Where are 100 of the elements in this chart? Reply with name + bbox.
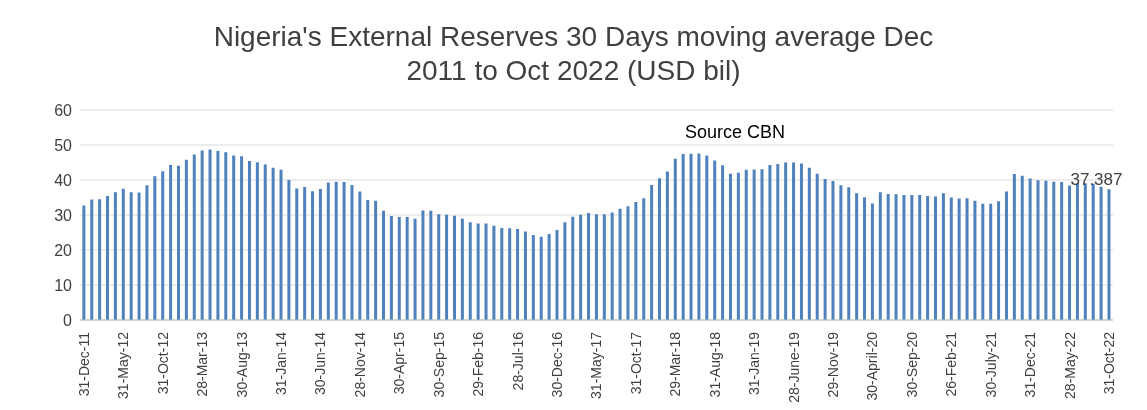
bar [232, 155, 236, 320]
y-tick-label: 40 [54, 171, 73, 189]
bar [602, 214, 606, 320]
y-tick-label: 0 [63, 311, 73, 329]
annotation: Source CBN [685, 122, 786, 143]
bar [429, 210, 433, 320]
bar [82, 205, 86, 320]
bar [176, 165, 180, 320]
bar [113, 192, 117, 320]
bar [192, 154, 196, 320]
bar [263, 164, 267, 320]
bar [855, 193, 859, 320]
bar [594, 214, 598, 320]
bar [437, 214, 441, 320]
bar [902, 195, 906, 320]
y-tick-label: 50 [54, 136, 73, 154]
bar [799, 163, 803, 320]
bar [618, 208, 622, 320]
bar [760, 169, 764, 320]
bar [665, 171, 669, 320]
bar [736, 172, 740, 320]
bar [208, 149, 212, 320]
bar [413, 218, 417, 320]
x-tick-label: 30-Jun-14 [312, 331, 329, 396]
bar [318, 189, 322, 320]
bar [815, 173, 819, 320]
bar [279, 169, 283, 320]
bar [1060, 182, 1064, 320]
bar [807, 167, 811, 320]
y-tick-label: 30 [54, 206, 73, 224]
bar [555, 230, 559, 320]
bar [405, 217, 409, 320]
x-tick-label: 31-May-12 [115, 331, 132, 399]
x-tick-label: 26-Feb-21 [943, 331, 960, 397]
bar [389, 216, 393, 320]
x-tick-label: 31-May-17 [588, 331, 605, 399]
bar [295, 188, 299, 320]
bar [1012, 174, 1016, 320]
bar [705, 155, 709, 320]
bar [334, 181, 338, 320]
bar [516, 229, 520, 320]
bar [626, 206, 630, 320]
bar [1091, 183, 1095, 320]
bar [689, 153, 693, 320]
x-tick-label: 28-Nov-14 [351, 331, 368, 398]
bar [728, 173, 732, 320]
x-tick-label: 31-Oct-17 [627, 331, 644, 395]
bar [200, 150, 204, 320]
bar [768, 164, 772, 320]
bar [713, 160, 717, 320]
bar [374, 200, 378, 320]
bar [311, 191, 315, 320]
bar [382, 210, 386, 320]
bar [1099, 186, 1103, 320]
bar [90, 199, 94, 320]
bar [752, 169, 756, 320]
bar [579, 214, 583, 320]
bar [366, 199, 370, 320]
x-tick-label: 29-Mar-18 [667, 331, 684, 397]
x-tick-label: 28-Mar-13 [194, 331, 211, 397]
chart-title: Nigeria's External Reserves 30 Days moving average Dec 2011 to Oct 2022 (USD bil) [212, 20, 935, 88]
bar [634, 202, 638, 320]
bar [445, 214, 449, 320]
bar [1052, 181, 1056, 320]
bar [957, 198, 961, 320]
bar [129, 192, 133, 320]
bar [863, 197, 867, 320]
bar [216, 150, 220, 320]
bar [153, 176, 157, 320]
bar [831, 181, 835, 320]
bar [886, 194, 890, 320]
bar [539, 236, 543, 320]
y-tick-label: 10 [54, 276, 73, 294]
bar [184, 159, 188, 320]
bar [847, 187, 851, 320]
x-tick-label: 30-Sep-20 [903, 331, 920, 398]
bar [508, 228, 512, 320]
bar [965, 198, 969, 320]
bar [1075, 183, 1079, 320]
bar [563, 222, 567, 320]
x-tick-label: 30-Apr-15 [391, 331, 408, 395]
bar [492, 225, 496, 320]
bar [523, 231, 527, 320]
x-tick-label: 30-July-21 [982, 331, 999, 398]
bar [137, 192, 141, 320]
bar [287, 180, 291, 320]
bar [247, 161, 251, 320]
bar [121, 188, 125, 320]
bar [547, 233, 551, 320]
x-tick-label: 28-May-22 [1061, 331, 1078, 399]
bar [460, 218, 464, 320]
bar [98, 199, 102, 320]
bar [342, 182, 346, 320]
bar [240, 156, 244, 320]
x-tick-label: 28-Jul-16 [509, 331, 526, 391]
bar [587, 212, 591, 320]
bar [744, 169, 748, 320]
bar [894, 194, 898, 320]
x-tick-label: 31-Jan-14 [273, 331, 290, 396]
x-tick-label: 30-April-20 [864, 331, 881, 401]
